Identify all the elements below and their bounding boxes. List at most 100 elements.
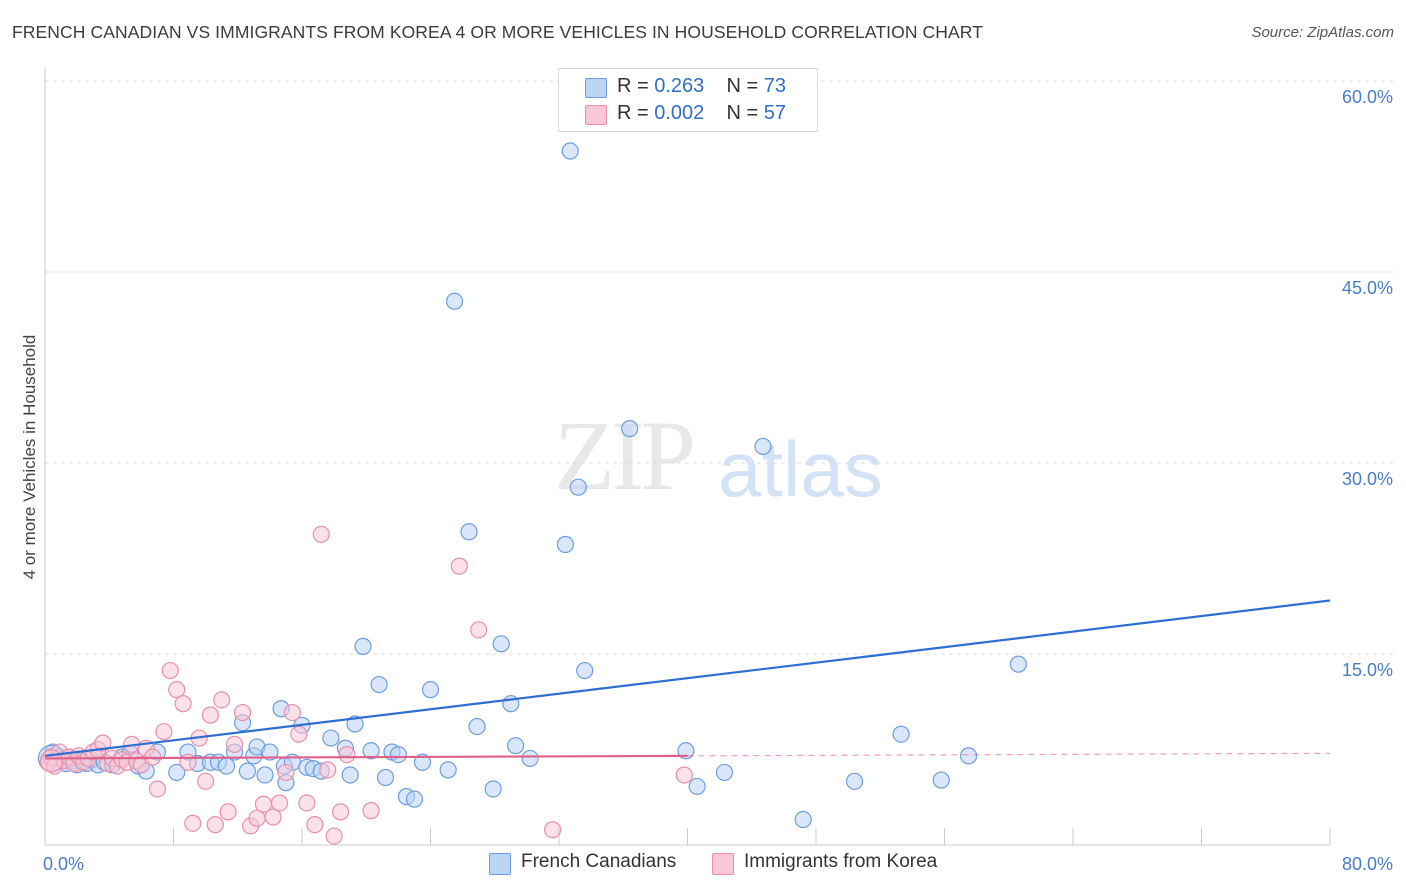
y-axis-label: 4 or more Vehicles in Household — [20, 335, 39, 580]
correlation-legend: R = 0.263 N = 73 R = 0.002 N = 57 — [558, 68, 818, 132]
data-point — [197, 772, 215, 790]
data-point — [270, 794, 289, 812]
data-point — [450, 557, 469, 575]
n-value: 73 — [763, 75, 787, 97]
axes — [44, 67, 1331, 846]
data-point — [233, 703, 252, 722]
n-label: N = — [726, 75, 764, 97]
data-point — [959, 747, 978, 765]
data-point — [521, 749, 539, 768]
data-point — [155, 723, 173, 741]
r-value: 0.002 — [654, 102, 705, 124]
data-point — [325, 827, 343, 845]
data-point — [405, 790, 424, 808]
data-point — [675, 766, 693, 784]
data-point — [161, 661, 179, 680]
data-point — [484, 780, 502, 798]
data-point — [312, 525, 330, 543]
data-point — [468, 717, 486, 736]
data-point — [306, 816, 324, 834]
x-tick-label: 80.0% — [1342, 854, 1393, 874]
data-point — [201, 706, 220, 724]
r-value: 0.263 — [654, 75, 705, 97]
data-point — [677, 742, 695, 760]
trend-line-french-canadians — [44, 599, 1331, 757]
data-point — [213, 691, 231, 709]
data-point — [569, 478, 587, 496]
data-point — [892, 725, 910, 743]
data-point — [174, 695, 192, 713]
data-point — [389, 745, 407, 764]
data-point — [688, 777, 706, 796]
pink-swatch — [585, 105, 607, 125]
data-point — [507, 737, 525, 755]
data-point — [179, 753, 197, 771]
data-point — [168, 681, 186, 699]
series-immigrants-from-korea — [39, 525, 693, 845]
data-point — [561, 142, 579, 160]
source-label: Source: ZipAtlas.com — [1251, 24, 1394, 41]
x-tick-label: 0.0% — [43, 854, 84, 874]
data-point — [341, 766, 359, 784]
data-point — [264, 808, 282, 826]
data-point — [439, 761, 457, 779]
data-point — [168, 763, 186, 782]
data-point — [556, 535, 575, 554]
data-point — [219, 803, 237, 821]
data-point — [256, 766, 274, 784]
r-label: R = — [617, 75, 655, 97]
legend-label: Immigrants from Korea — [744, 851, 938, 872]
series-french-canadians — [37, 142, 1027, 829]
data-point — [338, 745, 356, 764]
data-point — [794, 810, 812, 829]
grid — [45, 80, 1395, 655]
x-tick-labels: 0.0% 80.0% — [43, 854, 1393, 874]
y-tick-label: 15.0% — [1342, 660, 1393, 680]
data-point — [445, 292, 464, 310]
data-point — [460, 523, 478, 541]
blue-swatch — [489, 853, 511, 875]
n-label: N = — [726, 102, 764, 124]
pink-swatch — [712, 853, 734, 875]
data-point — [283, 703, 301, 722]
data-point — [576, 661, 594, 680]
data-point — [184, 814, 202, 832]
y-tick-label: 60.0% — [1342, 87, 1393, 107]
data-point — [932, 771, 950, 789]
data-point — [543, 821, 562, 839]
trend-extension-immigrants-from-korea — [687, 752, 1331, 757]
watermark-atlas: atlas — [718, 425, 883, 513]
legend-label: French Canadians — [521, 851, 677, 872]
data-point — [261, 743, 279, 761]
data-point — [331, 803, 350, 821]
data-point — [492, 635, 510, 653]
data-point — [94, 734, 112, 752]
data-point — [319, 761, 337, 779]
data-point — [754, 437, 772, 456]
chart-title: FRENCH CANADIAN VS IMMIGRANTS FROM KOREA… — [12, 22, 983, 42]
data-point — [715, 763, 734, 782]
r-label: R = — [617, 102, 655, 124]
data-point — [621, 420, 639, 438]
data-point — [217, 757, 236, 775]
data-point — [225, 735, 244, 754]
trend-line-immigrants-from-korea — [44, 754, 688, 760]
data-point — [376, 768, 395, 787]
y-tick-label: 30.0% — [1342, 469, 1393, 489]
data-point — [845, 772, 864, 790]
data-point — [370, 675, 388, 694]
data-point — [238, 762, 256, 780]
data-point — [362, 742, 380, 760]
trend-lines — [44, 599, 1331, 760]
data-point — [206, 816, 224, 834]
data-point — [470, 621, 488, 639]
data-point — [362, 802, 380, 820]
data-point — [148, 780, 167, 798]
data-point — [298, 794, 316, 812]
data-point — [1009, 655, 1027, 673]
data-point — [277, 763, 295, 782]
data-point — [346, 715, 364, 733]
y-tick-labels: 15.0% 30.0% 45.0% 60.0% — [1342, 87, 1393, 680]
y-tick-label: 45.0% — [1342, 278, 1393, 298]
